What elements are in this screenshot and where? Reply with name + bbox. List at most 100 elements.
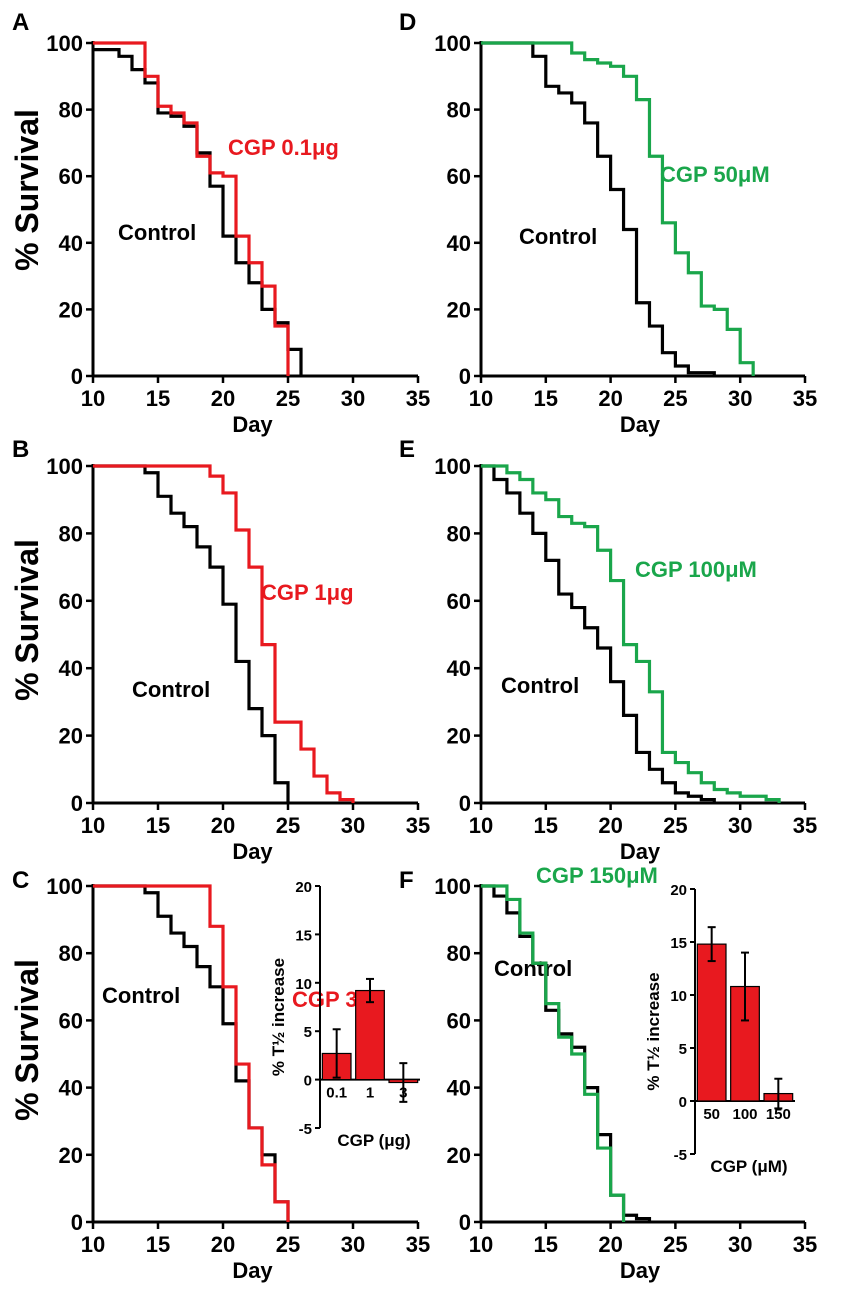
panel-a: A % Survival 10 15 20 25 30 35 0 20 40 60 80 100 Day Co…: [9, 9, 430, 437]
panel-label: A: [12, 9, 29, 36]
x-axis-label: Day: [620, 839, 661, 864]
x-tick-label: 30: [728, 813, 752, 838]
inset-y-tick-label: 0: [304, 1073, 312, 1090]
x-tick-label: 20: [598, 1232, 622, 1257]
y-tick-label: 100: [46, 31, 83, 56]
x-tick-label: 10: [469, 386, 493, 411]
x-tick-label: 25: [276, 813, 300, 838]
inset-bar: [355, 989, 385, 1081]
control-survival-curve: [481, 884, 652, 1222]
x-tick-label: 15: [146, 813, 170, 838]
x-tick-label: 10: [81, 1232, 105, 1257]
y-tick-label: 40: [447, 656, 471, 681]
treatment-label: CGP 50μM: [660, 162, 770, 187]
inset-x-tick-label: 100: [732, 1106, 757, 1123]
inset-y-tick-label: 15: [670, 935, 687, 952]
inset-x-tick-label: 150: [766, 1106, 791, 1123]
x-tick-label: 20: [211, 813, 235, 838]
y-tick-label: 40: [59, 1076, 83, 1101]
control-survival-curve: [93, 884, 290, 1222]
inset-y-tick-label: -5: [674, 1147, 687, 1164]
treatment-label: CGP 1μg: [261, 580, 354, 605]
x-tick-label: 35: [406, 1232, 430, 1257]
inset-x-tick-label: 0.1: [326, 1085, 347, 1102]
control-label: Control: [102, 983, 180, 1008]
inset-y-tick-label: 5: [304, 1024, 312, 1041]
x-tick-label: 25: [663, 386, 687, 411]
x-tick-label: 20: [211, 386, 235, 411]
y-tick-label: 0: [459, 1210, 471, 1235]
y-tick-label: 0: [71, 364, 83, 389]
y-tick-label: 60: [447, 589, 471, 614]
y-tick-label: 100: [434, 874, 471, 899]
y-tick-label: 0: [71, 1210, 83, 1235]
y-tick-label: 0: [459, 364, 471, 389]
y-tick-label: 0: [459, 791, 471, 816]
x-tick-label: 10: [81, 386, 105, 411]
x-tick-label: 20: [211, 1232, 235, 1257]
control-label: Control: [118, 220, 196, 245]
y-tick-label: 80: [59, 98, 83, 123]
x-tick-label: 30: [341, 386, 365, 411]
x-tick-label: 15: [146, 386, 170, 411]
inset-y-tick-label: 10: [670, 988, 687, 1005]
x-tick-label: 35: [793, 813, 817, 838]
y-axis-label: % Survival: [9, 959, 45, 1121]
control-survival-curve: [93, 48, 303, 376]
y-tick-label: 80: [447, 941, 471, 966]
x-tick-label: 25: [276, 386, 300, 411]
x-tick-label: 35: [793, 386, 817, 411]
inset-x-tick-label: 50: [703, 1106, 720, 1123]
inset-x-tick-label: 3: [399, 1085, 407, 1102]
panel-label: E: [399, 436, 415, 463]
treatment-survival-curve: [93, 41, 290, 376]
x-tick-label: 30: [341, 1232, 365, 1257]
panel-label: D: [399, 9, 416, 36]
inset-bar: [696, 943, 727, 1102]
panel-label: F: [399, 867, 414, 894]
panel-label: B: [12, 436, 29, 463]
inset-y-tick-label: 15: [295, 927, 312, 944]
x-tick-label: 10: [469, 813, 493, 838]
x-tick-label: 30: [728, 386, 752, 411]
x-tick-label: 15: [534, 1232, 558, 1257]
y-tick-label: 100: [434, 31, 471, 56]
inset-x-axis-label: CGP (μM): [710, 1157, 787, 1176]
treatment-survival-curve: [93, 884, 290, 1222]
y-tick-label: 0: [71, 791, 83, 816]
treatment-label: CGP 150μM: [536, 863, 658, 888]
y-tick-label: 20: [59, 297, 83, 322]
inset-bar-chart: -5 0 5 10 15 20 50 100 150 % T½ increase CGP (μM): [644, 882, 795, 1176]
inset-y-axis-label: % T½ increase: [644, 972, 663, 1090]
control-survival-curve: [481, 41, 716, 376]
panel-e: E 10 15 20 25 30 35 0 20 40 60 80 100 Day Control CGP 1…: [399, 436, 817, 864]
x-tick-label: 15: [534, 386, 558, 411]
x-tick-label: 25: [663, 1232, 687, 1257]
x-axis-label: Day: [232, 412, 273, 437]
y-tick-label: 100: [46, 874, 83, 899]
x-tick-label: 15: [146, 1232, 170, 1257]
control-survival-curve: [93, 464, 290, 803]
y-tick-label: 20: [447, 1143, 471, 1168]
y-tick-label: 60: [59, 589, 83, 614]
y-tick-label: 20: [447, 297, 471, 322]
x-axis-label: Day: [620, 412, 661, 437]
y-tick-label: 60: [447, 1008, 471, 1033]
x-tick-label: 20: [598, 813, 622, 838]
treatment-survival-curve: [93, 464, 355, 803]
y-tick-label: 20: [447, 724, 471, 749]
treatment-survival-curve: [481, 884, 626, 1222]
inset-x-tick-label: 1: [366, 1085, 374, 1102]
inset-y-axis-label: % T½ increase: [269, 958, 288, 1076]
y-tick-label: 80: [59, 941, 83, 966]
y-tick-label: 80: [447, 98, 471, 123]
x-tick-label: 25: [663, 813, 687, 838]
y-tick-label: 80: [447, 521, 471, 546]
y-tick-label: 60: [59, 1008, 83, 1033]
inset-bar-chart: -5 0 5 10 15 20 0.1 1 3 % T½ increase CGP (μg): [269, 879, 420, 1150]
inset-y-tick-label: 5: [679, 1041, 687, 1058]
x-tick-label: 35: [406, 386, 430, 411]
inset-y-tick-label: 20: [295, 879, 312, 896]
